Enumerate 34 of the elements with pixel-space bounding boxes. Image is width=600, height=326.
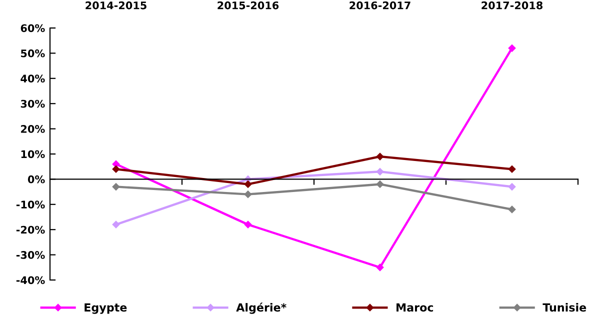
point bbox=[376, 180, 384, 188]
y-tick-label: 30% bbox=[20, 100, 45, 108]
point bbox=[244, 190, 252, 198]
point bbox=[112, 220, 120, 228]
point bbox=[508, 44, 516, 52]
y-tick-label: -30% bbox=[16, 251, 45, 259]
legend-label: Maroc bbox=[396, 303, 434, 312]
y-tick-label: 10% bbox=[21, 150, 45, 158]
y-tick-label: 0% bbox=[28, 175, 45, 184]
x-tick-label: 2015-2016 bbox=[218, 1, 279, 10]
point bbox=[112, 165, 120, 173]
y-tick-label: -40% bbox=[16, 276, 45, 284]
y-tick-label: 50% bbox=[21, 49, 45, 58]
y-tick-label: -20% bbox=[16, 226, 45, 234]
x-tick-label: 2016-2017 bbox=[350, 1, 410, 10]
point bbox=[376, 168, 384, 176]
point bbox=[376, 152, 384, 160]
x-tick-label: 2014-2015 bbox=[86, 1, 146, 10]
y-tick-label: 40% bbox=[20, 74, 45, 83]
point bbox=[508, 183, 516, 190]
legend-label: Egypte bbox=[84, 303, 127, 314]
point bbox=[508, 206, 516, 214]
y-tick-label: 20% bbox=[21, 125, 45, 133]
point bbox=[508, 165, 516, 173]
legend-label: Tunisie bbox=[542, 303, 586, 312]
point bbox=[244, 180, 252, 188]
point bbox=[112, 183, 120, 190]
point bbox=[244, 220, 252, 228]
y-tick-label: 60% bbox=[20, 24, 45, 32]
point bbox=[376, 264, 384, 272]
y-tick-label: -10% bbox=[16, 200, 45, 209]
point bbox=[112, 160, 120, 168]
legend-label: Algérie* bbox=[236, 302, 286, 314]
x-tick-label: 2017-2018 bbox=[482, 1, 543, 10]
